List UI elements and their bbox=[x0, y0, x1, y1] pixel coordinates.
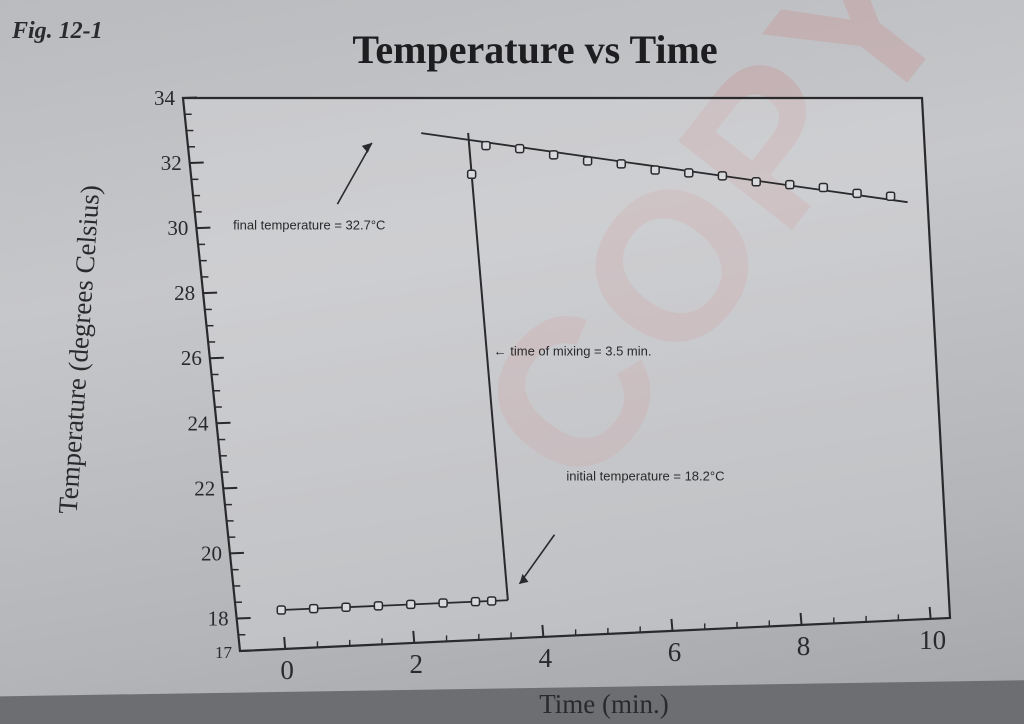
y-tick-label: 17 bbox=[215, 643, 233, 662]
data-point bbox=[514, 143, 525, 154]
data-point bbox=[582, 156, 593, 166]
data-point bbox=[486, 596, 497, 606]
x-major-tick bbox=[799, 612, 803, 625]
data-point bbox=[373, 601, 384, 611]
x-tick-label: 6 bbox=[668, 637, 682, 667]
x-major-tick bbox=[541, 624, 545, 637]
figure-label: Fig. 12-1 bbox=[12, 18, 103, 44]
y-major-tick bbox=[189, 161, 204, 165]
initial-temperature-annotation: initial temperature = 18.2°C bbox=[566, 468, 724, 483]
final-temperature-annotation: final temperature = 32.7°C bbox=[233, 217, 385, 232]
data-point bbox=[438, 598, 448, 608]
data-point bbox=[852, 188, 862, 199]
data-point bbox=[650, 165, 660, 175]
y-major-tick bbox=[203, 291, 218, 295]
data-point bbox=[818, 182, 829, 193]
data-point bbox=[785, 179, 795, 190]
x-tick-label: 0 bbox=[280, 655, 294, 685]
y-tick-label: 22 bbox=[194, 476, 215, 500]
y-tick-label: 32 bbox=[161, 151, 182, 175]
mixing-time-annotation: ← time of mixing = 3.5 min. bbox=[494, 343, 652, 358]
y-major-tick bbox=[182, 96, 198, 99]
y-tick-label: 24 bbox=[188, 411, 210, 435]
x-tick-label: 10 bbox=[919, 625, 946, 655]
x-major-tick bbox=[928, 606, 932, 619]
data-point bbox=[341, 602, 351, 612]
y-major-tick bbox=[229, 551, 244, 555]
x-major-tick bbox=[283, 636, 287, 649]
data-point bbox=[276, 605, 287, 615]
y-tick-label: 30 bbox=[167, 216, 188, 240]
data-point bbox=[308, 603, 319, 614]
arrow-head bbox=[519, 573, 529, 584]
mixing-time-line bbox=[467, 132, 509, 601]
y-tick-label: 28 bbox=[174, 281, 195, 305]
data-point bbox=[684, 168, 694, 178]
y-major-tick bbox=[196, 226, 211, 230]
plot-frame bbox=[181, 96, 952, 653]
x-axis-label: Time (min.) bbox=[539, 689, 669, 719]
y-tick-label: 26 bbox=[181, 346, 202, 370]
x-tick-label: 2 bbox=[410, 649, 424, 679]
y-axis-label: Temperature (degrees Celsius) bbox=[53, 184, 106, 515]
x-major-tick bbox=[412, 630, 416, 643]
data-point bbox=[616, 159, 627, 169]
data-point bbox=[481, 140, 491, 151]
y-major-tick bbox=[223, 486, 238, 490]
data-point bbox=[406, 599, 416, 610]
y-major-tick bbox=[236, 616, 251, 620]
data-point bbox=[751, 177, 761, 187]
data-point bbox=[470, 596, 481, 607]
final-temperature-arrow bbox=[336, 142, 373, 205]
arrow-head bbox=[361, 142, 372, 153]
initial-temperature-arrow bbox=[518, 534, 556, 585]
y-tick-label: 20 bbox=[201, 541, 222, 565]
x-major-tick bbox=[670, 618, 674, 631]
y-major-tick bbox=[216, 421, 231, 425]
x-tick-label: 8 bbox=[797, 631, 811, 661]
chart-title: Temperature vs Time bbox=[352, 27, 718, 72]
y-major-tick bbox=[209, 356, 224, 360]
data-point bbox=[466, 169, 477, 180]
data-point bbox=[717, 171, 728, 181]
data-point bbox=[548, 150, 559, 160]
y-tick-label: 34 bbox=[154, 86, 176, 110]
trend-line bbox=[281, 599, 508, 611]
y-tick-label: 18 bbox=[208, 606, 229, 630]
data-point bbox=[885, 191, 896, 201]
y-major-tick bbox=[239, 649, 255, 652]
x-tick-label: 4 bbox=[539, 643, 553, 673]
